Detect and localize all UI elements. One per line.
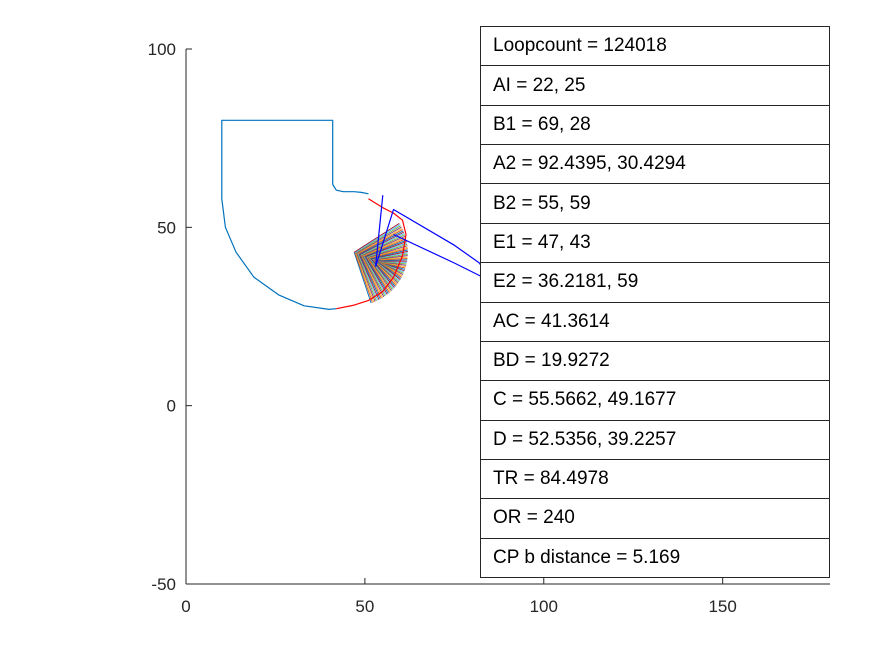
fan-line: [358, 253, 380, 300]
plot-lines: [221, 119, 519, 313]
info-row: OR = 240: [480, 499, 830, 539]
info-row: B1 = 69, 28: [480, 105, 830, 146]
y-tick-label: 100: [148, 40, 176, 59]
info-row: E1 = 47, 43: [480, 223, 830, 264]
fan-line: [373, 259, 399, 284]
fan-line: [358, 229, 403, 255]
axes: 0 50 100 150 -50 0 50 100: [148, 40, 830, 616]
fan-line: [364, 239, 407, 257]
fan-line: [363, 255, 387, 296]
series-line-neck: [332, 184, 369, 195]
info-row: C = 55.5662, 49.1677: [480, 381, 830, 421]
fan-line: [366, 242, 408, 258]
fan-line: [359, 254, 381, 300]
fan-line: [368, 245, 408, 259]
fan-line: [370, 258, 395, 288]
fan-line: [363, 237, 406, 257]
fan-line: [379, 261, 407, 265]
fan-line: [363, 238, 407, 257]
fan-line: [369, 257, 394, 289]
fan-line: [375, 257, 408, 261]
fan-line: [378, 260, 407, 264]
y-tick-label: 0: [167, 397, 176, 416]
fan-line: [354, 252, 373, 303]
y-tick-label: 50: [157, 218, 176, 237]
x-tick-label: 150: [708, 597, 736, 616]
fan-line: [372, 259, 398, 285]
fan-line: [353, 252, 372, 304]
fan-line: [356, 226, 402, 254]
fan-line: [367, 243, 408, 258]
fan-line: [362, 255, 386, 297]
fan-line: [355, 252, 375, 303]
info-row: D = 52.5356, 39.2257: [480, 420, 830, 460]
info-panel: Loopcount = 124018 AI = 22, 25 B1 = 69, 28…: [480, 26, 830, 579]
fan-line: [374, 259, 400, 283]
series-line-arm: [375, 195, 384, 267]
fan-line: [376, 259, 408, 262]
series-line-arc: [336, 198, 407, 310]
info-row: BD = 19.9272: [480, 341, 830, 382]
fan-line: [375, 260, 400, 282]
info-row: TR = 84.4978: [480, 459, 830, 500]
fan-line: [365, 241, 407, 258]
info-row: E2 = 36.2181, 59: [480, 263, 830, 303]
fan-line: [361, 234, 406, 256]
y-tick-label: -50: [151, 575, 176, 594]
fan-line: [357, 253, 379, 301]
fan-line: [360, 254, 382, 299]
fan-line: [354, 224, 401, 253]
info-row: AI = 22, 25: [480, 66, 830, 106]
fan-line: [353, 222, 400, 253]
fan-line: [366, 256, 390, 293]
fan-line: [364, 256, 388, 295]
series-line-outline: [221, 119, 337, 310]
fan-line: [358, 230, 404, 255]
fan-line: [365, 256, 389, 294]
x-tick-label: 0: [181, 597, 190, 616]
fan-line: [362, 255, 385, 298]
fan-line: [357, 227, 403, 254]
fan-line: [368, 246, 408, 259]
x-tick-label: 100: [530, 597, 558, 616]
fan-line: [362, 235, 406, 256]
x-tick-label: 50: [355, 597, 374, 616]
info-row: AC = 41.3614: [480, 302, 830, 342]
info-row: Loopcount = 124018: [480, 27, 830, 67]
fan-line: [371, 250, 408, 260]
info-row: B2 = 55, 59: [480, 184, 830, 224]
info-row: A2 = 92.4395, 30.4294: [480, 145, 830, 185]
info-row: CP b distance = 5.169: [480, 538, 830, 579]
fan-line: [357, 253, 377, 302]
fan-line: [356, 253, 376, 302]
fan-line: [361, 254, 384, 298]
